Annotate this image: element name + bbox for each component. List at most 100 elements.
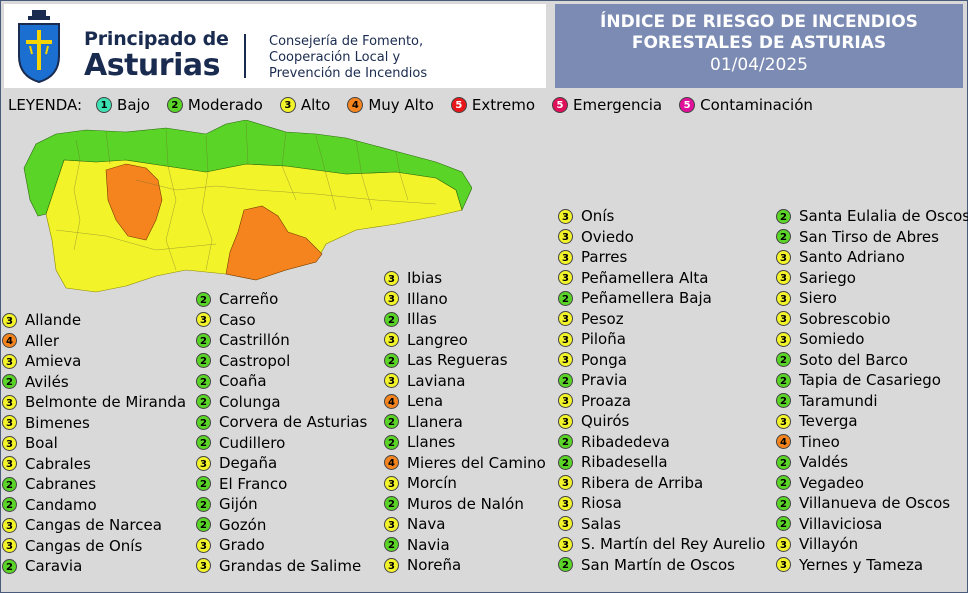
legend-item: 4 Muy Alto — [347, 96, 434, 114]
header-title-box: ÍNDICE DE RIESGO DE INCENDIOS FORESTALES… — [555, 4, 963, 88]
municipality-row: 3 Quirós — [558, 411, 765, 432]
risk-badge-icon: 3 — [776, 536, 791, 552]
risk-badge-icon: 3 — [2, 353, 17, 369]
municipality-row: 2 Cudillero — [196, 433, 367, 454]
risk-badge-icon: 3 — [558, 229, 573, 245]
municipality-name: Tapia de Casariego — [799, 371, 941, 390]
risk-badge-icon: 2 — [558, 372, 573, 388]
municipality-name: Pravia — [581, 371, 628, 390]
risk-badge-icon: 2 — [166, 97, 183, 113]
municipality-row: 2 Candamo — [2, 495, 186, 516]
municipality-row: 3 Ponga — [558, 350, 765, 371]
title-line-1: ÍNDICE DE RIESGO DE INCENDIOS — [600, 12, 918, 32]
brand-line-2: Asturias — [84, 48, 220, 83]
risk-badge-icon: 2 — [196, 373, 211, 389]
municipality-row: 3 Belmonte de Miranda — [2, 392, 186, 413]
risk-badge-icon: 2 — [196, 291, 211, 307]
municipality-row: 4 Mieres del Camino — [384, 453, 546, 474]
municipality-name: Cabrales — [25, 454, 91, 473]
municipality-row: 3 Illano — [384, 289, 546, 310]
municipality-name: Muros de Nalón — [407, 494, 524, 513]
risk-badge-icon: 2 — [776, 352, 791, 368]
municipality-name: Santo Adriano — [799, 248, 905, 267]
municipality-name: Candamo — [25, 495, 97, 514]
risk-badge-icon: 3 — [2, 538, 17, 554]
municipality-name: Belmonte de Miranda — [25, 393, 187, 412]
risk-badge-icon: 2 — [384, 311, 399, 327]
municipality-name: Santa Eulalia de Oscos — [799, 207, 968, 226]
risk-badge-icon: 3 — [558, 270, 573, 286]
municipality-name: Yernes y Tameza — [799, 555, 924, 574]
municipality-row: 3 Parres — [558, 247, 765, 268]
municipality-name: Lena — [407, 392, 444, 411]
legend-item: 3 Alto — [279, 96, 330, 114]
municipality-name: Coaña — [219, 372, 267, 391]
municipality-name: Valdés — [799, 453, 849, 472]
risk-badge-icon: 2 — [2, 497, 17, 513]
legend-item: 2 Moderado — [166, 96, 263, 114]
municipality-row: 2 Avilés — [2, 372, 186, 393]
legend-label: Bajo — [117, 96, 150, 114]
municipality-name: Grado — [219, 536, 265, 555]
risk-badge-icon: 3 — [558, 495, 573, 511]
municipality-row: 3 Salas — [558, 514, 765, 535]
municipality-name: Amieva — [25, 352, 82, 371]
risk-badge-icon: 3 — [196, 537, 211, 553]
municipality-name: Vegadeo — [799, 473, 864, 492]
municipality-column-3: 3 Ibias 3 Illano 2 Illas 3 Langreo 2 Las Regueras… — [384, 268, 546, 576]
municipality-name: Caravia — [25, 557, 83, 576]
municipality-name: Villaviciosa — [799, 514, 883, 533]
municipality-row: 2 Gozón — [196, 515, 367, 536]
risk-badge-icon: 2 — [196, 496, 211, 512]
municipality-row: 2 Ribadesella — [558, 452, 765, 473]
municipality-name: Castrillón — [219, 331, 290, 350]
municipality-name: Corvera de Asturias — [219, 413, 368, 432]
risk-badge-icon: 2 — [776, 372, 791, 388]
municipality-row: 2 Illas — [384, 309, 546, 330]
municipality-row: 3 Morcín — [384, 473, 546, 494]
risk-badge-icon: 3 — [2, 312, 17, 328]
risk-badge-icon: 3 — [196, 455, 211, 471]
map-region-lena-aller — [225, 205, 323, 281]
municipality-row: 3 Cangas de Onís — [2, 536, 186, 557]
municipality-row: 3 Piloña — [558, 329, 765, 350]
municipality-row: 2 Navia — [384, 535, 546, 556]
risk-badge-icon: 2 — [384, 414, 399, 430]
municipality-name: Caso — [219, 310, 256, 329]
risk-badge-icon: 3 — [2, 517, 17, 533]
risk-badge-icon: 3 — [2, 415, 17, 431]
municipality-row: 2 Muros de Nalón — [384, 494, 546, 515]
municipality-name: Nava — [407, 515, 446, 534]
legend-label: Contaminación — [700, 96, 813, 114]
municipality-name: Peñamellera Alta — [581, 268, 709, 287]
municipality-row: 3 Cabrales — [2, 454, 186, 475]
municipality-name: Gozón — [219, 515, 267, 534]
risk-badge-icon: 2 — [196, 414, 211, 430]
risk-badge-icon: 3 — [558, 516, 573, 532]
municipality-row: 3 Sobrescobio — [776, 309, 968, 330]
municipality-row: 3 Laviana — [384, 371, 546, 392]
risk-badge-icon: 2 — [558, 557, 573, 573]
municipality-column-2: 2 Carreño 3 Caso 2 Castrillón 2 Castropol 2 Coaña… — [196, 289, 367, 576]
risk-badge-icon: 3 — [776, 331, 791, 347]
municipality-name: Peñamellera Baja — [581, 289, 712, 308]
municipality-name: Salas — [581, 514, 621, 533]
municipality-row: 2 San Tirso de Abres — [776, 227, 968, 248]
municipality-row: 2 Gijón — [196, 494, 367, 515]
municipality-row: 4 Tineo — [776, 432, 968, 453]
municipality-name: Ribadedeva — [581, 432, 670, 451]
municipality-row: 2 Las Regueras — [384, 350, 546, 371]
municipality-name: Cangas de Narcea — [25, 516, 162, 535]
municipality-row: 3 Pesoz — [558, 309, 765, 330]
municipality-row: 2 Taramundi — [776, 391, 968, 412]
risk-badge-icon: 3 — [776, 249, 791, 265]
municipality-row: 3 Grandas de Salime — [196, 556, 367, 577]
municipality-name: Gijón — [219, 495, 258, 514]
header-branding: Principado de Asturias Consejería de Fom… — [4, 4, 546, 88]
risk-badge-icon: 4 — [776, 434, 791, 450]
municipality-name: Piloña — [581, 330, 626, 349]
legend-item: 5 Emergencia — [552, 96, 662, 114]
municipality-name: Siero — [799, 289, 837, 308]
municipality-row: 2 Villaviciosa — [776, 514, 968, 535]
risk-badge-icon: 2 — [776, 454, 791, 470]
